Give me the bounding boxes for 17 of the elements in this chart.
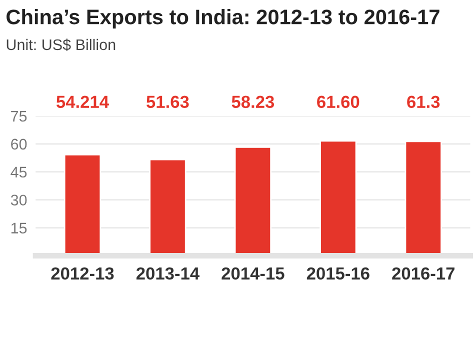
x-tick-label: 2015-16 <box>306 267 370 280</box>
x-tick-label: 2014-15 <box>222 267 284 280</box>
chart-subtitle: Unit: US$ Billion <box>6 38 116 52</box>
y-tick-label: 30 <box>10 194 27 206</box>
y-tick-label: 75 <box>11 110 27 122</box>
data-label: 61.3 <box>407 96 440 108</box>
y-tick-label: 15 <box>11 222 27 234</box>
chart-title: China’s Exports to India: 2012-13 to 2016-17 <box>6 9 440 28</box>
x-tick-label: 2012-13 <box>51 267 114 280</box>
data-label: 51.63 <box>146 96 189 108</box>
y-tick-label: 45 <box>10 166 27 178</box>
y-tick-label: 60 <box>11 138 27 150</box>
x-tick-label: 2013-14 <box>136 267 200 280</box>
x-tick-label: 2016-17 <box>392 267 454 280</box>
data-label: 61.60 <box>317 96 360 108</box>
data-label: 54.214 <box>56 96 109 108</box>
data-label: 58.23 <box>232 96 274 108</box>
